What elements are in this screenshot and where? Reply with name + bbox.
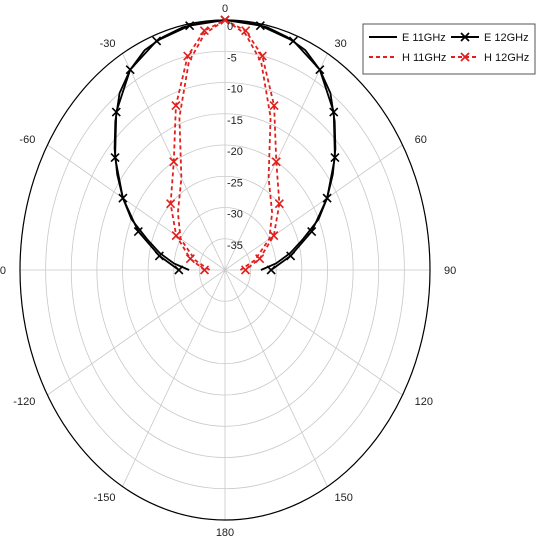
data-point-h-12ghz xyxy=(166,199,176,209)
angular-tick-label: 60 xyxy=(415,134,427,146)
tick-labels: 0 -5 -10 -15 -20 -25 -30 -35 0 30 60 90 120 150 180 -15… xyxy=(0,3,456,539)
data-point-e-12ghz xyxy=(110,152,120,163)
angular-tick-label: 180 xyxy=(216,527,234,539)
data-point-h-12ghz xyxy=(240,265,251,275)
angular-tick-label: -150 xyxy=(93,492,115,504)
data-point-e-12ghz xyxy=(266,265,276,275)
legend-label: H 12GHz xyxy=(484,52,529,64)
legend: E 11GHz E 12GHz H 11GHz H 12GHz xyxy=(362,23,536,75)
radial-tick-label: -5 xyxy=(227,52,237,64)
data-point-h-12ghz xyxy=(271,157,281,167)
series-layer xyxy=(110,15,340,275)
angular-tick-label: 150 xyxy=(335,492,353,504)
legend-label: E 11GHz xyxy=(402,32,446,44)
legend-entry-e-12ghz: E 12GHz xyxy=(451,32,529,44)
data-point-h-12ghz xyxy=(241,26,251,36)
data-point-e-12ghz xyxy=(154,251,164,261)
data-point-h-12ghz xyxy=(269,100,279,111)
radial-tick-label: -10 xyxy=(227,84,243,96)
radial-tick-label: -15 xyxy=(227,115,243,127)
ring--35 xyxy=(198,238,252,302)
ring--25 xyxy=(147,175,303,365)
data-point-e-12ghz xyxy=(118,193,128,203)
data-point-h-12ghz xyxy=(171,231,181,241)
data-point-h-12ghz xyxy=(171,100,181,111)
data-point-h-12ghz xyxy=(269,231,279,241)
angular-tick-label: -60 xyxy=(19,134,35,146)
ring--10 xyxy=(70,82,380,458)
data-point-h-12ghz xyxy=(183,51,193,61)
radial-tick-label: 0 xyxy=(227,21,233,33)
data-point-h-12ghz xyxy=(257,51,267,61)
angular-tick-label: 120 xyxy=(415,396,433,408)
data-point-h-12ghz xyxy=(199,265,210,275)
data-point-h-12ghz xyxy=(255,254,265,264)
data-point-e-12ghz xyxy=(322,193,332,203)
data-point-e-12ghz xyxy=(152,36,162,46)
data-point-h-12ghz xyxy=(199,26,209,36)
legend-entry-e-11ghz: E 11GHz xyxy=(369,32,446,44)
radial-tick-label: -25 xyxy=(227,177,243,189)
angular-tick-label: 0 xyxy=(222,3,228,15)
radial-tick-label: -35 xyxy=(227,240,243,252)
ring--20 xyxy=(122,144,328,396)
ring--30 xyxy=(173,207,277,333)
data-point-e-12ghz xyxy=(307,226,317,237)
data-point-e-12ghz xyxy=(185,21,195,31)
angular-tick-label: 90 xyxy=(444,265,456,277)
radial-tick-label: -30 xyxy=(227,209,243,221)
ring--5 xyxy=(45,50,405,490)
data-point-e-12ghz xyxy=(133,226,143,237)
data-point-e-12ghz xyxy=(288,36,298,46)
legend-box xyxy=(362,23,536,75)
data-point-e-12ghz xyxy=(125,65,135,75)
data-point-h-12ghz xyxy=(185,254,195,264)
legend-label: H 11GHz xyxy=(402,52,446,64)
radial-tick-label: -20 xyxy=(227,146,243,158)
polar-grid xyxy=(19,19,431,521)
data-point-e-12ghz xyxy=(286,251,296,261)
data-point-e-12ghz xyxy=(315,65,325,75)
data-point-e-12ghz xyxy=(174,265,184,275)
angular-tick-label: 30 xyxy=(335,38,347,50)
angular-tick-label: -30 xyxy=(100,38,116,50)
legend-entry-h-11ghz: H 11GHz xyxy=(369,52,446,64)
data-point-e-12ghz xyxy=(255,21,265,31)
data-point-h-12ghz xyxy=(274,199,284,209)
data-point-h-12ghz xyxy=(220,15,230,25)
angular-tick-label: -120 xyxy=(13,396,35,408)
data-point-e-12ghz xyxy=(111,107,121,117)
data-point-e-12ghz xyxy=(329,107,339,117)
legend-entry-h-12ghz: H 12GHz xyxy=(451,52,529,64)
ring--15 xyxy=(96,113,354,427)
legend-label: E 12GHz xyxy=(484,32,529,44)
angular-tick-label: -90 xyxy=(0,265,6,277)
data-point-e-12ghz xyxy=(330,152,340,163)
data-point-h-12ghz xyxy=(169,157,179,167)
